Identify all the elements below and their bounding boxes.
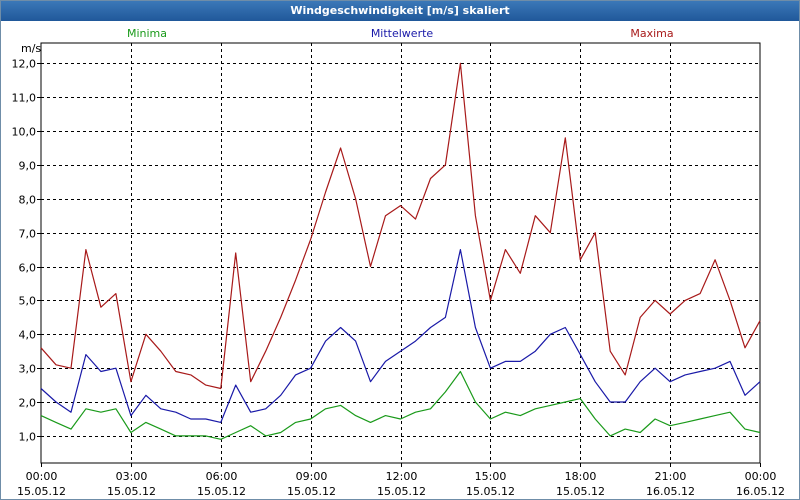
y-tick-label: 12,0: [12, 58, 37, 71]
legend-maxima: Maxima: [630, 27, 673, 40]
y-tick-label: 11,0: [12, 92, 37, 105]
x-tick-date: 15.05.12: [287, 485, 336, 498]
legend-minima: Minima: [127, 27, 167, 40]
y-tick-label: 10,0: [12, 126, 37, 139]
x-tick-date: 15.05.12: [377, 485, 426, 498]
x-tick-time: 09:00: [296, 470, 328, 483]
y-tick-label: 3,0: [19, 363, 37, 376]
chart-title: Windgeschwindigkeit [m/s] skaliert: [1, 1, 799, 21]
plot-area: [40, 42, 761, 464]
x-tick-time: 06:00: [206, 470, 238, 483]
x-tick-time: 00:00: [26, 470, 58, 483]
x-tick-date: 16.05.12: [646, 485, 695, 498]
x-tick-time: 00:00: [745, 470, 777, 483]
x-tick-time: 21:00: [655, 470, 687, 483]
y-tick-label: 2,0: [19, 397, 37, 410]
y-axis-label: m/s: [21, 42, 41, 55]
x-tick-time: 03:00: [116, 470, 148, 483]
series-line-minima: [40, 370, 761, 440]
x-tick-date: 15.05.12: [197, 485, 246, 498]
series-line-mittelwerte: [40, 249, 761, 423]
y-tick-label: 8,0: [19, 194, 37, 207]
y-tick-label: 4,0: [19, 329, 37, 342]
x-tick-date: 15.05.12: [17, 485, 66, 498]
y-tick-label: 7,0: [19, 228, 37, 241]
y-tick-label: 9,0: [19, 160, 37, 173]
x-tick-date: 15.05.12: [107, 485, 156, 498]
x-tick-date: 16.05.12: [736, 485, 785, 498]
y-tick-label: 5,0: [19, 295, 37, 308]
x-tick-date: 15.05.12: [556, 485, 605, 498]
y-tick-label: 6,0: [19, 262, 37, 275]
x-tick-date: 15.05.12: [466, 485, 515, 498]
legend-mittelwerte: Mittelwerte: [371, 27, 434, 40]
x-tick-time: 18:00: [565, 470, 597, 483]
y-tick-label: 1,0: [19, 431, 37, 444]
series-line-maxima: [40, 62, 761, 390]
x-tick-time: 12:00: [386, 470, 418, 483]
x-tick-time: 15:00: [475, 470, 507, 483]
